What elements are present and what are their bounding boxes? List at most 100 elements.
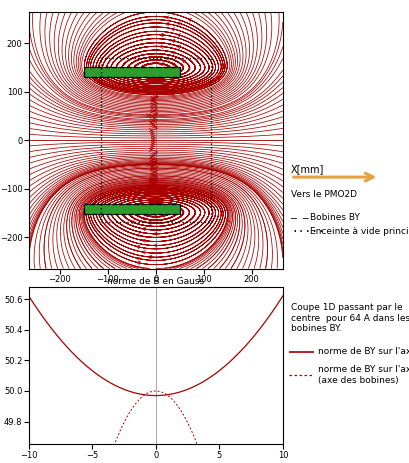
FancyArrowPatch shape — [150, 103, 154, 106]
FancyArrowPatch shape — [153, 102, 157, 105]
FancyArrowPatch shape — [135, 245, 139, 249]
FancyArrowPatch shape — [150, 130, 154, 133]
FancyArrowPatch shape — [170, 51, 174, 54]
FancyArrowPatch shape — [150, 158, 154, 161]
FancyArrowPatch shape — [152, 120, 156, 124]
FancyArrowPatch shape — [141, 239, 145, 242]
FancyArrowPatch shape — [155, 184, 160, 187]
Bar — [84, 67, 179, 77]
FancyArrowPatch shape — [152, 100, 156, 104]
FancyArrowPatch shape — [150, 181, 154, 185]
FancyArrowPatch shape — [151, 182, 155, 185]
FancyArrowPatch shape — [151, 98, 155, 101]
FancyArrowPatch shape — [141, 227, 145, 231]
FancyArrowPatch shape — [153, 113, 157, 116]
FancyArrowPatch shape — [153, 184, 157, 187]
FancyArrowPatch shape — [152, 116, 156, 119]
FancyArrowPatch shape — [153, 159, 157, 163]
Text: — —: — — — [290, 213, 308, 223]
FancyArrowPatch shape — [164, 22, 169, 25]
FancyArrowPatch shape — [147, 221, 151, 225]
FancyArrowPatch shape — [135, 234, 139, 237]
FancyArrowPatch shape — [170, 28, 174, 31]
FancyArrowPatch shape — [150, 168, 154, 171]
FancyArrowPatch shape — [164, 16, 169, 19]
Bar — [84, 67, 179, 77]
FancyArrowPatch shape — [151, 163, 155, 166]
FancyArrowPatch shape — [149, 183, 153, 186]
FancyArrowPatch shape — [135, 262, 140, 265]
Text: Vers le PMO2D: Vers le PMO2D — [290, 190, 356, 199]
FancyArrowPatch shape — [152, 163, 156, 166]
FancyArrowPatch shape — [149, 178, 153, 181]
FancyArrowPatch shape — [152, 161, 156, 164]
FancyArrowPatch shape — [153, 150, 157, 154]
FancyArrowPatch shape — [170, 39, 174, 43]
FancyArrowPatch shape — [151, 123, 155, 126]
FancyArrowPatch shape — [149, 156, 153, 159]
FancyArrowPatch shape — [151, 132, 155, 136]
FancyArrowPatch shape — [151, 136, 155, 140]
FancyArrowPatch shape — [148, 179, 153, 182]
FancyArrowPatch shape — [146, 163, 151, 166]
FancyArrowPatch shape — [151, 163, 155, 166]
FancyArrowPatch shape — [151, 140, 155, 144]
Text: norme de BY sur l'axe Y
(axe des bobines): norme de BY sur l'axe Y (axe des bobines… — [317, 365, 409, 385]
FancyArrowPatch shape — [176, 45, 180, 49]
FancyArrowPatch shape — [153, 180, 157, 183]
FancyArrowPatch shape — [152, 156, 156, 160]
FancyArrowPatch shape — [135, 257, 139, 260]
FancyArrowPatch shape — [152, 125, 156, 128]
FancyArrowPatch shape — [150, 106, 154, 109]
FancyArrowPatch shape — [149, 162, 153, 165]
FancyArrowPatch shape — [151, 144, 155, 148]
FancyArrowPatch shape — [164, 57, 169, 60]
FancyArrowPatch shape — [153, 95, 157, 99]
FancyArrowPatch shape — [149, 115, 153, 118]
FancyArrowPatch shape — [153, 232, 157, 236]
FancyArrowPatch shape — [151, 181, 155, 184]
FancyArrowPatch shape — [149, 110, 154, 113]
Text: norme de BY sur l'axe X: norme de BY sur l'axe X — [317, 347, 409, 357]
FancyArrowPatch shape — [150, 119, 154, 122]
FancyArrowPatch shape — [151, 167, 155, 170]
FancyArrowPatch shape — [153, 126, 157, 130]
FancyArrowPatch shape — [151, 138, 155, 142]
FancyArrowPatch shape — [151, 183, 155, 187]
FancyArrowPatch shape — [150, 164, 154, 168]
FancyArrowPatch shape — [149, 128, 153, 131]
FancyArrowPatch shape — [152, 174, 156, 177]
FancyArrowPatch shape — [150, 160, 154, 163]
FancyArrowPatch shape — [146, 114, 151, 117]
Bar — [84, 204, 179, 214]
FancyArrowPatch shape — [158, 45, 163, 48]
Title: norme de B en Gauss: norme de B en Gauss — [107, 277, 204, 286]
FancyArrowPatch shape — [152, 183, 156, 187]
Text: ·····: ····· — [290, 226, 324, 237]
FancyArrowPatch shape — [153, 177, 157, 180]
FancyArrowPatch shape — [152, 167, 156, 170]
FancyArrowPatch shape — [154, 94, 158, 98]
FancyArrowPatch shape — [150, 173, 154, 176]
FancyArrowPatch shape — [151, 99, 155, 102]
FancyArrowPatch shape — [152, 152, 156, 156]
FancyArrowPatch shape — [187, 19, 191, 22]
FancyArrowPatch shape — [151, 154, 155, 157]
FancyArrowPatch shape — [151, 134, 155, 138]
FancyArrowPatch shape — [149, 177, 153, 180]
FancyArrowPatch shape — [130, 220, 135, 224]
FancyArrowPatch shape — [141, 250, 145, 254]
FancyArrowPatch shape — [151, 143, 155, 146]
FancyArrowPatch shape — [153, 105, 157, 108]
FancyArrowPatch shape — [151, 170, 155, 174]
FancyArrowPatch shape — [153, 162, 157, 165]
Text: Enceinte à vide principale: Enceinte à vide principale — [309, 227, 409, 236]
FancyArrowPatch shape — [181, 60, 185, 63]
FancyArrowPatch shape — [153, 107, 157, 111]
FancyArrowPatch shape — [153, 175, 158, 179]
FancyArrowPatch shape — [153, 111, 157, 115]
FancyArrowPatch shape — [151, 109, 155, 112]
FancyArrowPatch shape — [170, 63, 175, 66]
FancyArrowPatch shape — [176, 22, 180, 25]
FancyArrowPatch shape — [176, 34, 180, 37]
